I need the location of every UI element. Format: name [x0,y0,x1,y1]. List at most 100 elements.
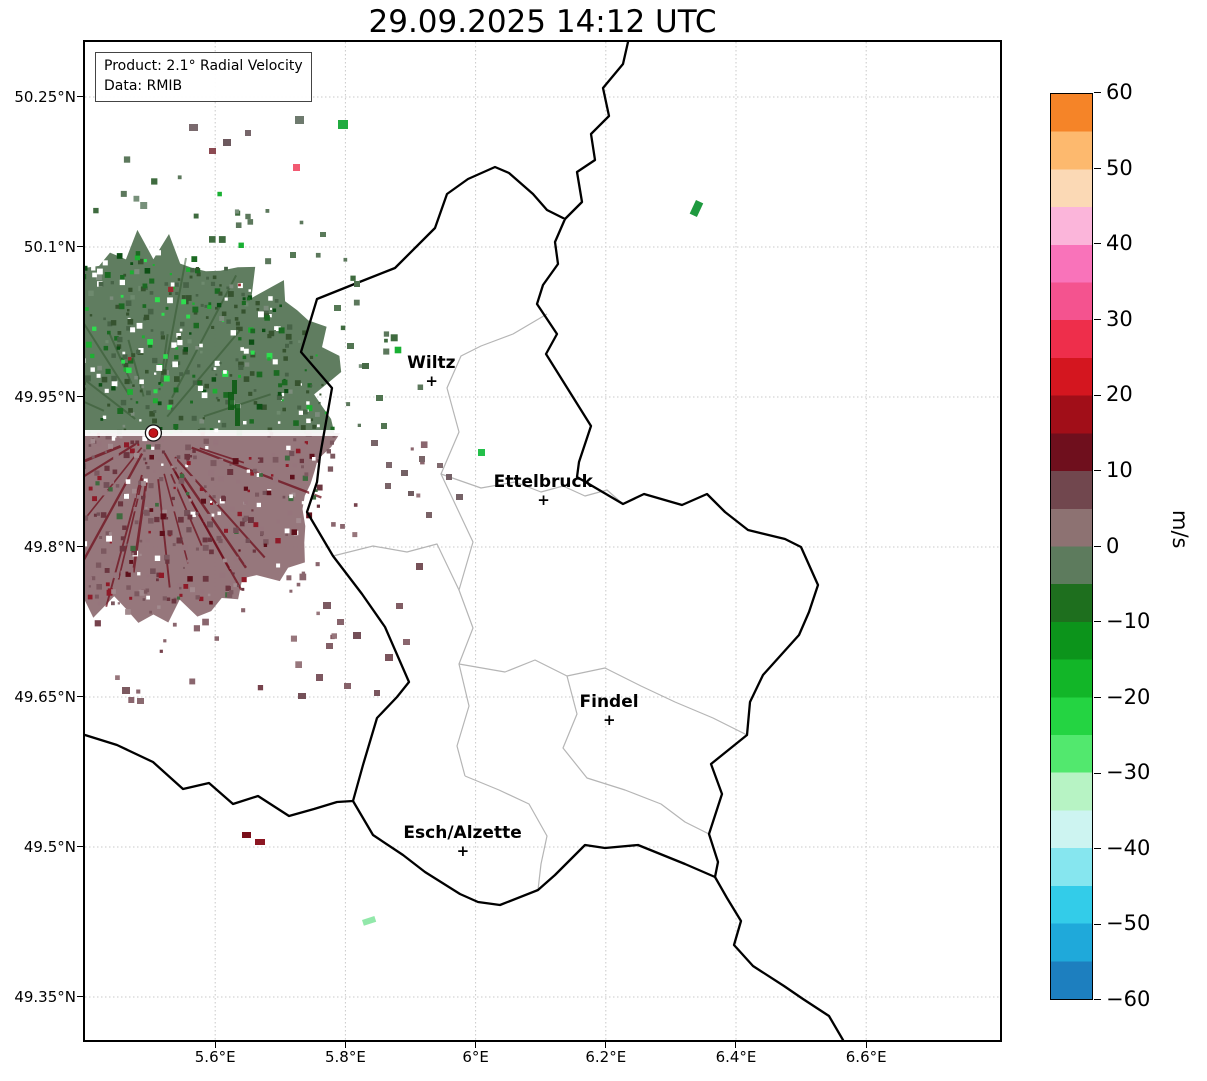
velocity-pixel [265,258,272,265]
velocity-pixel [274,326,278,330]
velocity-pixel [179,328,183,332]
district-border-line [440,313,548,777]
velocity-pixel [104,465,110,471]
velocity-pixel [235,358,239,362]
velocity-pixel [177,336,182,340]
velocity-pixel [268,296,273,301]
y-axis-tick [77,696,83,698]
y-axis-label: 49.65°N [14,688,76,706]
germany-france-border [713,875,845,1040]
velocity-pixel [201,389,207,394]
velocity-pixel [331,522,336,527]
velocity-pixel [301,465,304,469]
colorbar-unit-label: m/s [1168,510,1192,549]
velocity-pixel [182,544,188,551]
y-axis-label: 49.35°N [14,988,76,1006]
echo-mark [223,139,231,146]
velocity-pixel [248,391,253,396]
x-axis-label: 5.8°E [324,1048,366,1066]
velocity-pixel [301,501,305,505]
velocity-pixel [170,506,176,512]
velocity-pixel [171,496,175,501]
velocity-pixel [285,343,289,348]
velocity-pixel [217,511,221,516]
velocity-pixel [148,343,153,348]
velocity-pixel [256,502,261,508]
velocity-pixel [179,593,183,597]
velocity-pixel [107,588,113,594]
velocity-pixel [241,577,247,583]
velocity-pixel [125,571,131,577]
echo-mark [386,462,392,468]
echo-mark [326,643,333,649]
velocity-pixel [131,353,136,358]
x-axis-label: 5.6°E [194,1048,236,1066]
velocity-pixel [151,446,155,450]
inbound-velocity-region [85,229,342,433]
velocity-pixel [124,493,129,499]
velocity-pixel [203,485,207,488]
velocity-pixel [175,347,179,350]
district-border-line [458,659,748,736]
velocity-pixel [263,539,269,545]
velocity-pixel [272,308,277,312]
velocity-pixel [116,346,120,350]
city-label: Esch/Alzette [403,823,522,843]
velocity-pixel [256,472,261,477]
velocity-pixel [210,500,213,503]
velocity-pixel [278,327,285,334]
velocity-streak [85,447,143,521]
colorbar-tick [1094,999,1101,1001]
velocity-pixel [161,369,167,375]
velocity-pixel [221,311,227,316]
y-axis-label: 50.25°N [14,88,76,106]
velocity-pixel [218,291,223,296]
velocity-pixel [85,463,87,470]
velocity-pixel [186,457,190,461]
velocity-pixel [410,447,414,451]
velocity-pixel [185,369,190,375]
velocity-pixel [201,281,205,285]
velocity-pixel [158,572,164,578]
velocity-pixel [199,444,202,448]
colorbar-tick [1094,696,1101,698]
colorbar-tick-label: 60 [1106,80,1133,104]
velocity-pixel [212,275,217,280]
velocity-pixel [90,367,95,372]
velocity-pixel [209,549,214,555]
velocity-streak [85,323,130,396]
velocity-pixel [315,354,318,357]
velocity-streak [127,339,145,397]
velocity-pixel [234,209,240,214]
velocity-pixel [154,372,157,375]
velocity-pixel [287,324,293,330]
district-border-line [332,543,460,591]
velocity-pixel [88,585,91,588]
velocity-pixel [123,273,127,277]
echo-mark [376,395,383,401]
echo-mark [316,674,323,681]
velocity-pixel [97,268,103,275]
echo-mark [337,619,344,625]
velocity-pixel [202,417,205,420]
velocity-pixel [266,490,272,496]
velocity-pixel [129,596,133,600]
velocity-streak [174,471,243,591]
velocity-pixel [129,270,134,275]
velocity-pixel [146,466,150,470]
velocity-pixel [243,420,247,425]
velocity-pixel [272,477,279,483]
velocity-pixel [248,339,255,345]
velocity-pixel [111,589,116,594]
radar-site-marker [144,424,163,442]
velocity-pixel [163,639,167,643]
velocity-pixel [123,471,128,477]
velocity-pixel [165,559,170,564]
velocity-pixel [238,364,244,370]
velocity-pixel [193,455,197,460]
velocity-pixel [294,380,301,386]
y-axis-tick [77,996,83,998]
velocity-pixel [183,566,185,569]
velocity-pixel [94,620,101,627]
colorbar-tick-label: −20 [1106,684,1151,709]
